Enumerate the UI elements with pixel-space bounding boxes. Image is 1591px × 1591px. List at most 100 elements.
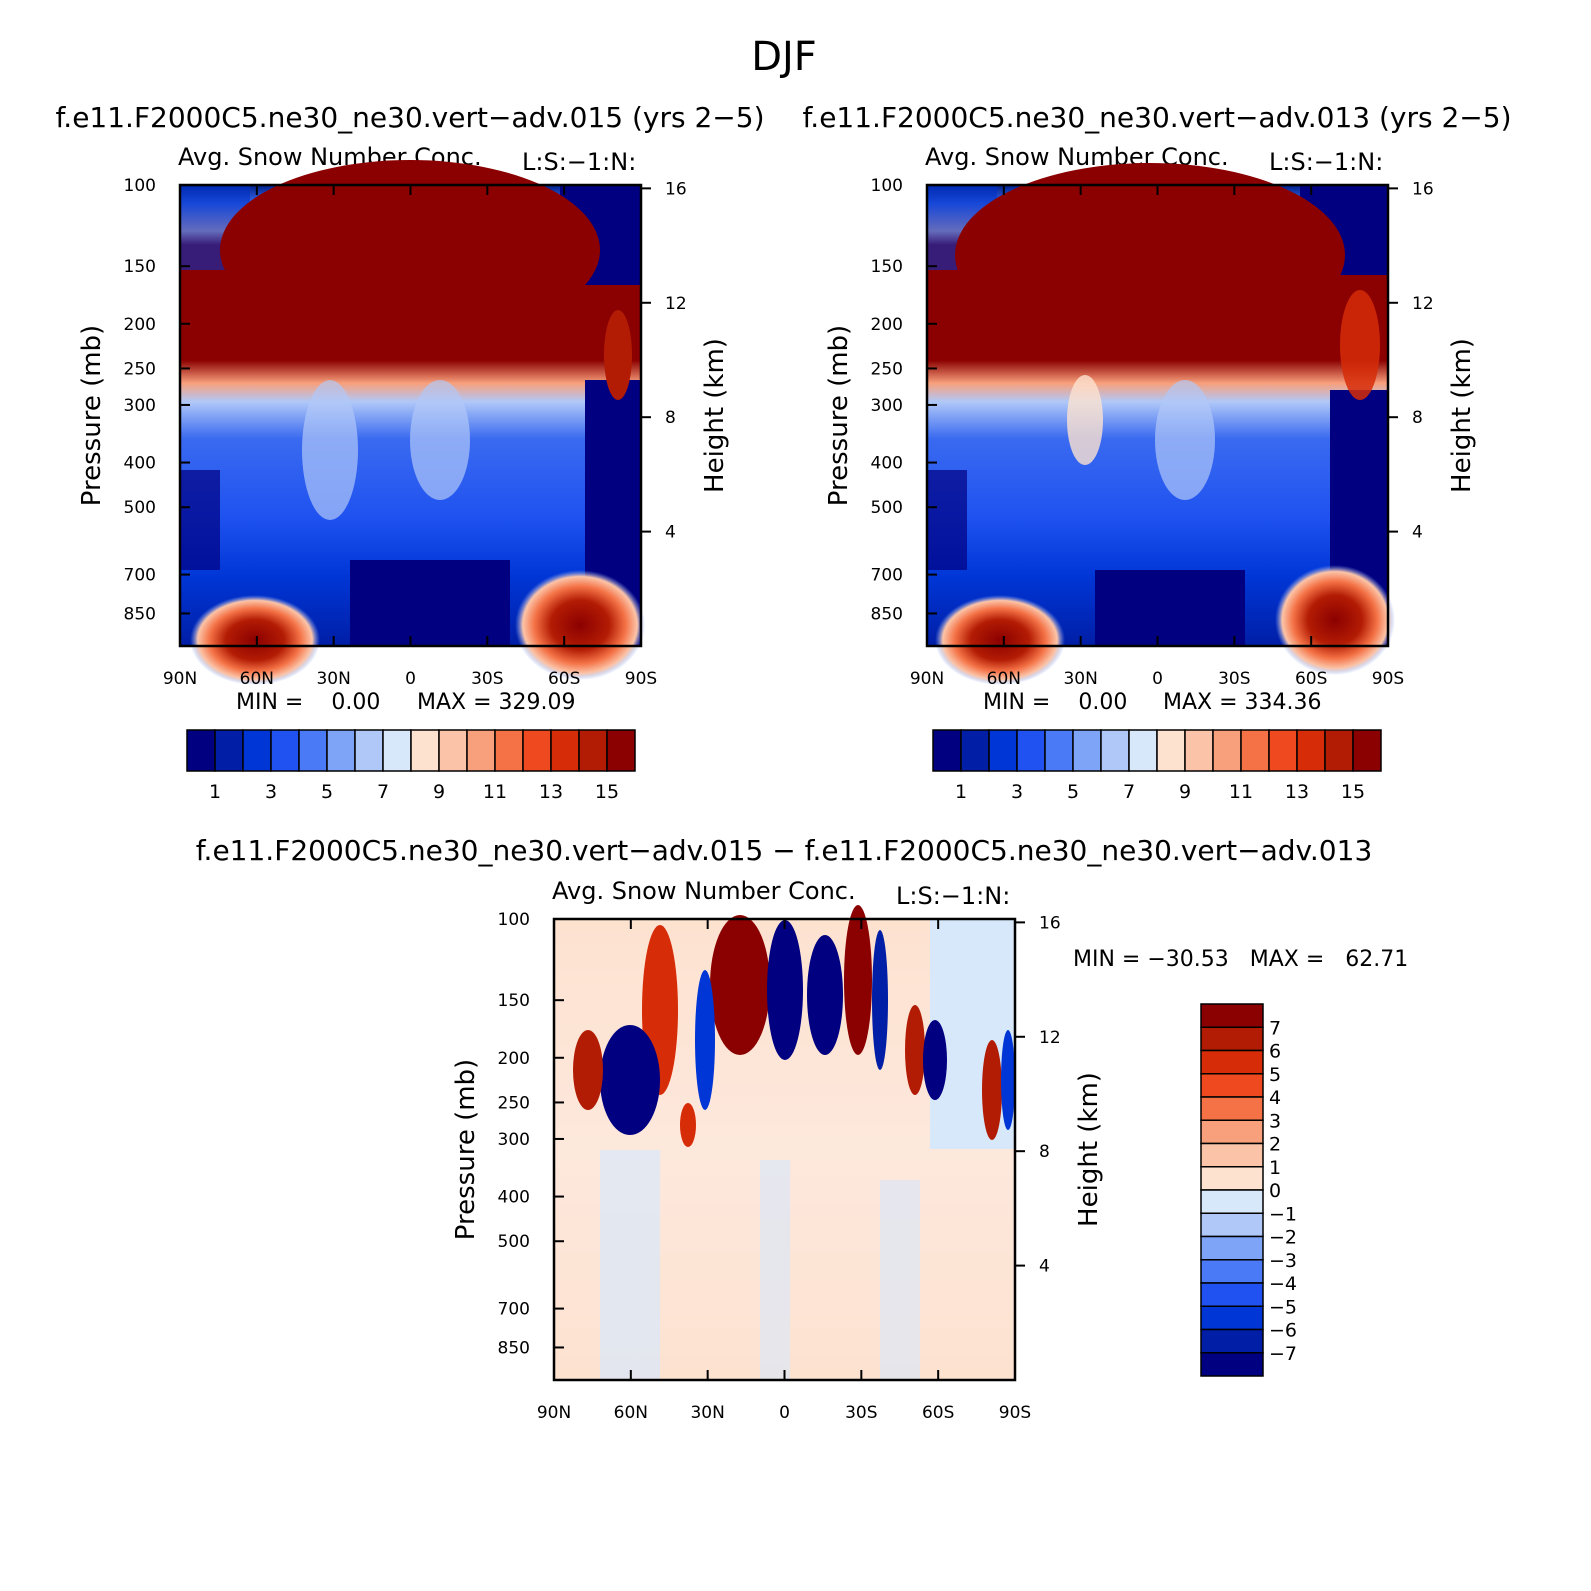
panel-3-title: f.e11.F2000C5.ne30_ne30.vert−adv.015 − f… (196, 834, 1373, 867)
y2-axis-label: Height (km) (1447, 338, 1477, 493)
colorbar-swatch (1200, 1235, 1264, 1261)
y-tick-label: 150 (498, 991, 530, 1011)
page-title: DJF (751, 34, 817, 80)
y-tick-label: 700 (124, 566, 156, 586)
colorbar-swatch (382, 729, 412, 772)
panel-2-plot-area (927, 163, 1395, 685)
colorbar-swatch (438, 729, 468, 772)
y2-tick-label: 8 (1412, 408, 1423, 428)
y2-tick-label: 16 (1412, 179, 1434, 199)
colorbar-swatch (298, 729, 328, 772)
x-tick-label: 30N (1063, 669, 1097, 689)
colorbar-label: 7 (1269, 1017, 1281, 1039)
y2-tick-label: 8 (665, 408, 676, 428)
colorbar-label: −3 (1269, 1250, 1297, 1272)
panel-2-max: MAX = 334.36 (1163, 690, 1322, 715)
colorbar-swatch (1156, 729, 1186, 772)
colorbar-swatch (1352, 729, 1382, 772)
panel-2-colorbar: 1 3 5 7 9 11 13 15 (932, 729, 1382, 803)
y2-tick-label: 12 (1412, 294, 1434, 314)
colorbar-swatch (242, 729, 272, 772)
y-tick-label: 700 (871, 566, 903, 586)
colorbar-swatch (1200, 1003, 1264, 1028)
colorbar-label: 0 (1269, 1180, 1281, 1202)
panel-3-corner-label: L:S:−1:N: (896, 882, 1010, 910)
x-tick-label: 0 (1152, 669, 1163, 689)
x-tick-label: 60N (240, 669, 274, 689)
x-tick-label: 0 (405, 669, 416, 689)
colorbar-label: 15 (1341, 781, 1365, 803)
y-tick-label: 400 (498, 1188, 530, 1208)
colorbar-label: −1 (1269, 1203, 1297, 1225)
colorbar-label: −2 (1269, 1227, 1297, 1249)
y-tick-label: 300 (124, 396, 156, 416)
colorbar-label: 3 (1269, 1110, 1281, 1132)
panel-1-axes: 90N 60N 30N 0 30S 60S 90S 100 150 200 250 300 400 500… (77, 176, 730, 689)
y-tick-label: 100 (871, 176, 903, 196)
colorbar-swatch (932, 729, 962, 772)
colorbar-swatch (522, 729, 552, 772)
y-axis-label: Pressure (mb) (824, 325, 854, 506)
y-tick-label: 500 (871, 498, 903, 518)
colorbar-swatch (606, 729, 636, 772)
y-axis-label: Pressure (mb) (77, 325, 107, 506)
colorbar-label: 1 (209, 781, 221, 803)
panel-1-corner-label: L:S:−1:N: (522, 148, 636, 176)
colorbar-swatch (1212, 729, 1242, 772)
x-tick-label: 60N (614, 1403, 648, 1423)
panel-1-max: MAX = 329.09 (417, 690, 576, 715)
colorbar-label: −5 (1269, 1296, 1297, 1318)
y-tick-label: 400 (871, 454, 903, 474)
colorbar-swatch (1240, 729, 1270, 772)
y2-tick-label: 4 (1412, 523, 1423, 543)
colorbar-swatch (1200, 1305, 1264, 1331)
x-tick-label: 90S (1372, 669, 1404, 689)
colorbar-swatch (354, 729, 384, 772)
colorbar-label: −7 (1269, 1343, 1297, 1365)
colorbar-label: 11 (1229, 781, 1253, 803)
panel-3-axes: 90N 60N 30N 0 30S 60S 90S 100 150 200 250 300 400 500… (451, 910, 1104, 1423)
colorbar-label: 5 (321, 781, 333, 803)
y2-tick-label: 4 (1039, 1257, 1050, 1277)
colorbar-swatch (410, 729, 440, 772)
colorbar-swatch (494, 729, 524, 772)
colorbar-swatch (1200, 1259, 1264, 1284)
colorbar-swatch (550, 729, 580, 772)
y2-tick-label: 16 (665, 179, 687, 199)
y-tick-label: 400 (124, 454, 156, 474)
x-tick-label: 30S (845, 1403, 877, 1423)
y-tick-label: 300 (871, 396, 903, 416)
colorbar-label: 9 (433, 781, 445, 803)
colorbar-label: 3 (265, 781, 277, 803)
x-tick-label: 60S (548, 669, 580, 689)
x-tick-label: 30S (471, 669, 503, 689)
panel-3: f.e11.F2000C5.ne30_ne30.vert−adv.015 − f… (196, 834, 1409, 1423)
x-tick-label: 60N (987, 669, 1021, 689)
x-tick-label: 60S (922, 1403, 954, 1423)
colorbar-label: 4 (1269, 1087, 1281, 1109)
colorbar-swatch (1100, 729, 1130, 772)
colorbar-label: 7 (377, 781, 389, 803)
x-tick-label: 0 (779, 1403, 790, 1423)
y-tick-label: 850 (498, 1338, 530, 1358)
y-tick-label: 500 (498, 1232, 530, 1252)
y-tick-label: 300 (498, 1130, 530, 1150)
colorbar-swatch (1324, 729, 1354, 772)
panel-2: f.e11.F2000C5.ne30_ne30.vert−adv.013 (yr… (802, 101, 1511, 803)
y2-tick-label: 12 (665, 294, 687, 314)
colorbar-swatch (1200, 1212, 1264, 1238)
colorbar-label: 5 (1067, 781, 1079, 803)
colorbar-label: 11 (483, 781, 507, 803)
y2-tick-label: 12 (1039, 1028, 1061, 1048)
colorbar-label: 7 (1123, 781, 1135, 803)
y-tick-label: 200 (871, 315, 903, 335)
x-tick-label: 30N (690, 1403, 724, 1423)
y-tick-label: 700 (498, 1300, 530, 1320)
panel-2-title: f.e11.F2000C5.ne30_ne30.vert−adv.013 (yr… (802, 101, 1511, 134)
colorbar-swatch (988, 729, 1018, 772)
colorbar-swatch (1128, 729, 1158, 772)
panel-1-title: f.e11.F2000C5.ne30_ne30.vert−adv.015 (yr… (55, 101, 764, 134)
y2-axis-label: Height (km) (700, 338, 730, 493)
colorbar-label: 1 (955, 781, 967, 803)
